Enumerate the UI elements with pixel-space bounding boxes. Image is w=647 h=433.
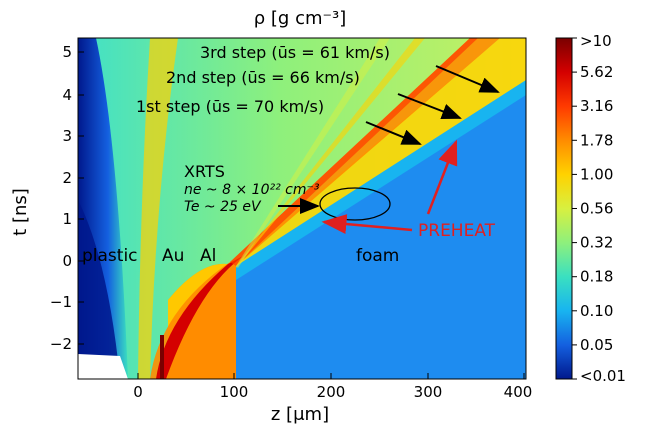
colorbar-tick-label: <0.01: [580, 367, 626, 385]
heatmap-field: [78, 38, 526, 379]
annotation-preheat: PREHEAT: [418, 221, 496, 241]
x-tick-label: 400: [504, 383, 533, 401]
x-axis-label: z [μm]: [271, 404, 329, 425]
annotation-step1: 1st step (ūs = 70 km/s): [136, 97, 324, 116]
colorbar-tick-label: 5.62: [580, 63, 613, 81]
plot-frame: [77, 37, 527, 380]
y-tick-label: 5: [62, 43, 72, 61]
colorbar-tick-label: 1.78: [580, 131, 613, 149]
y-tick-label: 2: [62, 169, 72, 187]
x-axis: 0 100 200 300 400: [133, 373, 532, 401]
xrts-ellipse: [319, 187, 391, 221]
arrow-step2: [397, 93, 462, 119]
x-tick-label: 300: [414, 383, 443, 401]
y-tick-label: −1: [50, 293, 72, 311]
colorbar-gradient: [555, 37, 573, 380]
region-label-plastic: plastic: [82, 246, 138, 266]
y-axis: −2 −1 0 1 2 3 4 5: [50, 43, 84, 353]
x-tick-label: 0: [133, 383, 143, 401]
arrow-step3: [435, 65, 500, 93]
annotation-ne: ne ~ 8 × 10²² cm⁻³: [184, 182, 320, 198]
x-tick-label: 100: [220, 383, 249, 401]
chart-title: ρ [g cm⁻³]: [254, 8, 347, 29]
y-tick-label: 4: [62, 86, 72, 104]
colorbar-tick-label: >10: [580, 32, 612, 50]
y-tick-label: 0: [62, 252, 72, 270]
x-tick-label: 200: [317, 383, 346, 401]
y-axis-label: t [ns]: [10, 188, 31, 236]
colorbar-tick-label: 3.16: [580, 97, 613, 115]
colorbar-tick-label: 0.10: [580, 302, 613, 320]
colorbar-ticks: >10 5.62 3.16 1.78 1.00 0.56 0.32 0.18 0.10 0.05 <…: [572, 32, 626, 385]
arrow-step1: [365, 121, 422, 145]
colorbar-tick-label: 1.00: [580, 165, 613, 183]
arrow-preheat-left: [321, 214, 413, 234]
colorbar-tick-label: 0.32: [580, 234, 613, 252]
arrow-preheat-up: [426, 139, 458, 215]
annotation-xrts: XRTS: [184, 162, 225, 181]
y-tick-label: 3: [62, 127, 72, 145]
colorbar-tick-label: 0.56: [580, 200, 613, 218]
region-label-au: Au: [162, 246, 184, 266]
annotation-te: Te ~ 25 eV: [184, 199, 262, 215]
annotation-step3: 3rd step (ūs = 61 km/s): [200, 43, 390, 62]
y-tick-label: −2: [50, 335, 72, 353]
y-tick-label: 1: [62, 210, 72, 228]
colorbar-tick-label: 0.05: [580, 336, 613, 354]
colorbar-tick-label: 0.18: [580, 268, 613, 286]
colorbar: >10 5.62 3.16 1.78 1.00 0.56 0.32 0.18 0.10 0.05 <…: [555, 32, 626, 385]
region-label-al: Al: [200, 246, 216, 266]
annotation-step2: 2nd step (ūs = 66 km/s): [166, 68, 360, 87]
region-label-foam: foam: [356, 246, 399, 266]
